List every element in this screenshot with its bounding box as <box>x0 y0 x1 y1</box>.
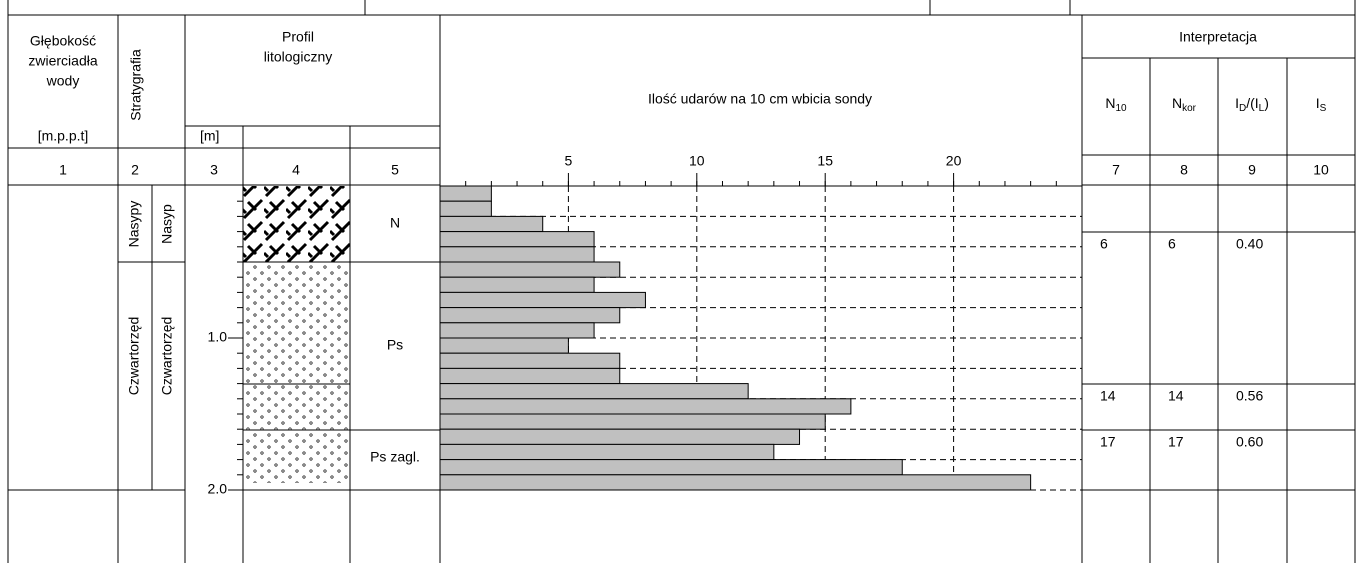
bar <box>440 247 594 262</box>
interpretation-value: 14 <box>1168 388 1184 404</box>
bar <box>440 353 620 368</box>
bar <box>440 414 825 429</box>
column-number: 9 <box>1248 162 1256 178</box>
bar <box>440 399 851 414</box>
unit-label: [m] <box>200 128 219 144</box>
header-text: Stratygrafia <box>128 49 144 121</box>
bar <box>440 323 594 338</box>
column-number: 8 <box>1180 162 1188 178</box>
stratigraphy-label: Czwartorzęd <box>126 317 142 396</box>
bar <box>440 384 748 399</box>
interpretation-value: 0.40 <box>1236 236 1263 252</box>
column-number: 4 <box>292 162 300 178</box>
header-text: Ilość udarów na 10 cm wbicia sondy <box>648 91 872 107</box>
header-text: wody <box>46 73 80 89</box>
bar <box>440 262 620 277</box>
bar <box>440 444 774 459</box>
probe-log: Głębokość zwierciadła wody Stratygrafia … <box>0 0 1362 563</box>
header-part: N <box>1105 95 1115 111</box>
column-number: 2 <box>131 162 139 178</box>
subscript: kor <box>1182 103 1197 114</box>
x-tick-label: 5 <box>565 153 573 169</box>
bar <box>440 475 1031 490</box>
header-part: N <box>1172 95 1182 111</box>
bar <box>440 308 620 323</box>
unit-label: [m.p.p.t] <box>38 128 89 144</box>
bar <box>440 460 902 475</box>
interpretation-value: 6 <box>1168 236 1176 252</box>
bar <box>440 292 645 307</box>
soil-label: Ps <box>387 337 403 353</box>
subscript: 10 <box>1116 103 1128 114</box>
sand-pattern <box>243 263 350 483</box>
soil-label: N <box>390 215 400 231</box>
depth-label: 2.0 <box>208 481 228 497</box>
bar <box>440 186 491 201</box>
bar <box>440 368 620 383</box>
header-text: Głębokość <box>30 33 96 49</box>
column-number: 1 <box>59 162 67 178</box>
stratigraphy-label: Nasypy <box>126 201 142 248</box>
column-header: N10 <box>1105 95 1127 114</box>
bar <box>440 216 543 231</box>
bar <box>440 429 800 444</box>
column-number: 7 <box>1112 162 1120 178</box>
header-part: ) <box>1264 95 1269 111</box>
soil-label: Ps zagl. <box>370 449 420 465</box>
x-tick-label: 15 <box>817 153 833 169</box>
stratigraphy-label: Nasyp <box>159 204 175 244</box>
fill-pattern <box>243 186 350 262</box>
column-number: 3 <box>210 162 218 178</box>
bar <box>440 201 491 216</box>
subscript: D <box>1239 103 1246 114</box>
interpretation-value: 6 <box>1100 236 1108 252</box>
header-text: litologiczny <box>264 49 332 65</box>
header-part: /(I <box>1246 95 1258 111</box>
x-tick-label: 10 <box>689 153 705 169</box>
header-text: zwierciadła <box>28 53 97 69</box>
interpretation-value: 17 <box>1168 434 1184 450</box>
subscript: S <box>1320 103 1327 114</box>
interpretation-value: 17 <box>1100 434 1116 450</box>
column-header: IS <box>1316 95 1327 114</box>
depth-label: 1.0 <box>208 329 228 345</box>
column-header: ID/(IL) <box>1235 95 1269 114</box>
header-text: Interpretacja <box>1179 29 1257 45</box>
column-number: 5 <box>391 162 399 178</box>
interpretation-value: 0.60 <box>1236 434 1263 450</box>
interpretation-value: 0.56 <box>1236 388 1263 404</box>
column-number: 10 <box>1313 162 1329 178</box>
x-tick-label: 20 <box>946 153 962 169</box>
bar <box>440 338 568 353</box>
bar <box>440 277 594 292</box>
column-header: Nkor <box>1172 95 1197 114</box>
stratigraphy-label: Czwartorzęd <box>159 317 175 396</box>
interpretation-value: 14 <box>1100 388 1116 404</box>
header-text: Profil <box>282 29 314 45</box>
bar <box>440 232 594 247</box>
